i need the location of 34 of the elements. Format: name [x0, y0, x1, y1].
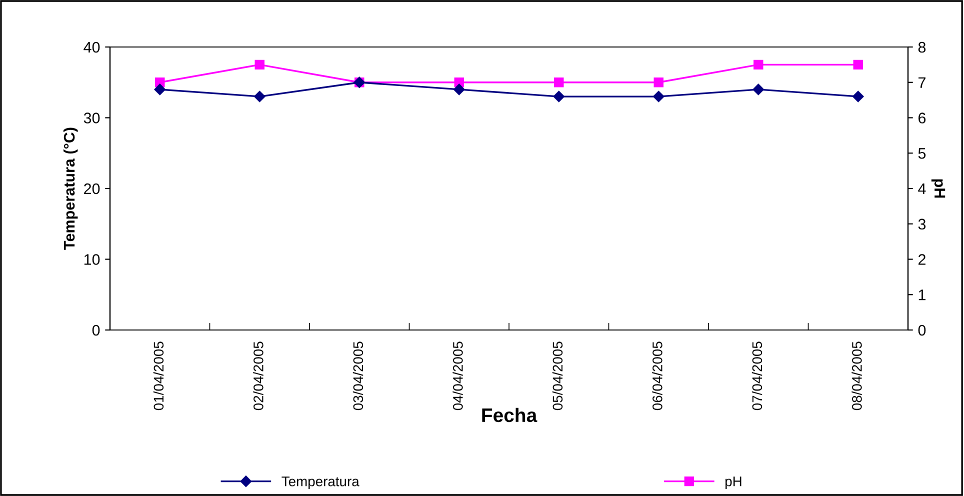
y2-tick-label: 2 — [918, 254, 926, 265]
y-tick-label: 10 — [84, 254, 100, 265]
y2-tick-label: 6 — [918, 112, 926, 124]
y2-tick-label: 8 — [918, 42, 926, 53]
legend-label: pH — [725, 476, 742, 490]
point — [852, 90, 864, 102]
y-tick-label: 0 — [92, 324, 100, 336]
y2-tick-label: 1 — [918, 290, 926, 300]
legend-label: Temperatura — [282, 476, 360, 490]
y2-tick-label: 3 — [918, 218, 926, 230]
y2-tick-label: 4 — [918, 184, 926, 194]
x-axis-title: Fecha — [482, 408, 538, 422]
x-tick-label: 04/04/2005 — [452, 342, 463, 410]
point — [154, 84, 166, 96]
x-tick-label: 07/04/2005 — [752, 342, 762, 410]
point — [254, 90, 266, 102]
y-tick-label: 20 — [84, 183, 100, 194]
x-tick-label: 01/04/2005 — [153, 342, 164, 410]
x-tick-label: 08/04/2005 — [852, 342, 862, 410]
x-tick-label: 06/04/2005 — [652, 342, 662, 410]
y2-axis-title: pH — [931, 179, 946, 198]
y2-tick-label: 5 — [918, 148, 926, 159]
y2-tick-label: 7 — [918, 77, 926, 88]
point — [752, 84, 764, 96]
y-axis-title: Temperatura (°C) — [63, 128, 78, 250]
y-tick-label: 40 — [84, 42, 100, 53]
y2-tick-label: 0 — [918, 324, 926, 336]
x-tick-label: 03/04/2005 — [352, 342, 364, 410]
point — [553, 90, 564, 102]
point — [653, 90, 664, 102]
x-tick-label: 02/04/2005 — [253, 342, 264, 410]
y-tick-label: 30 — [84, 112, 100, 124]
x-tick-label: 05/04/2005 — [552, 342, 563, 410]
point — [454, 84, 465, 96]
